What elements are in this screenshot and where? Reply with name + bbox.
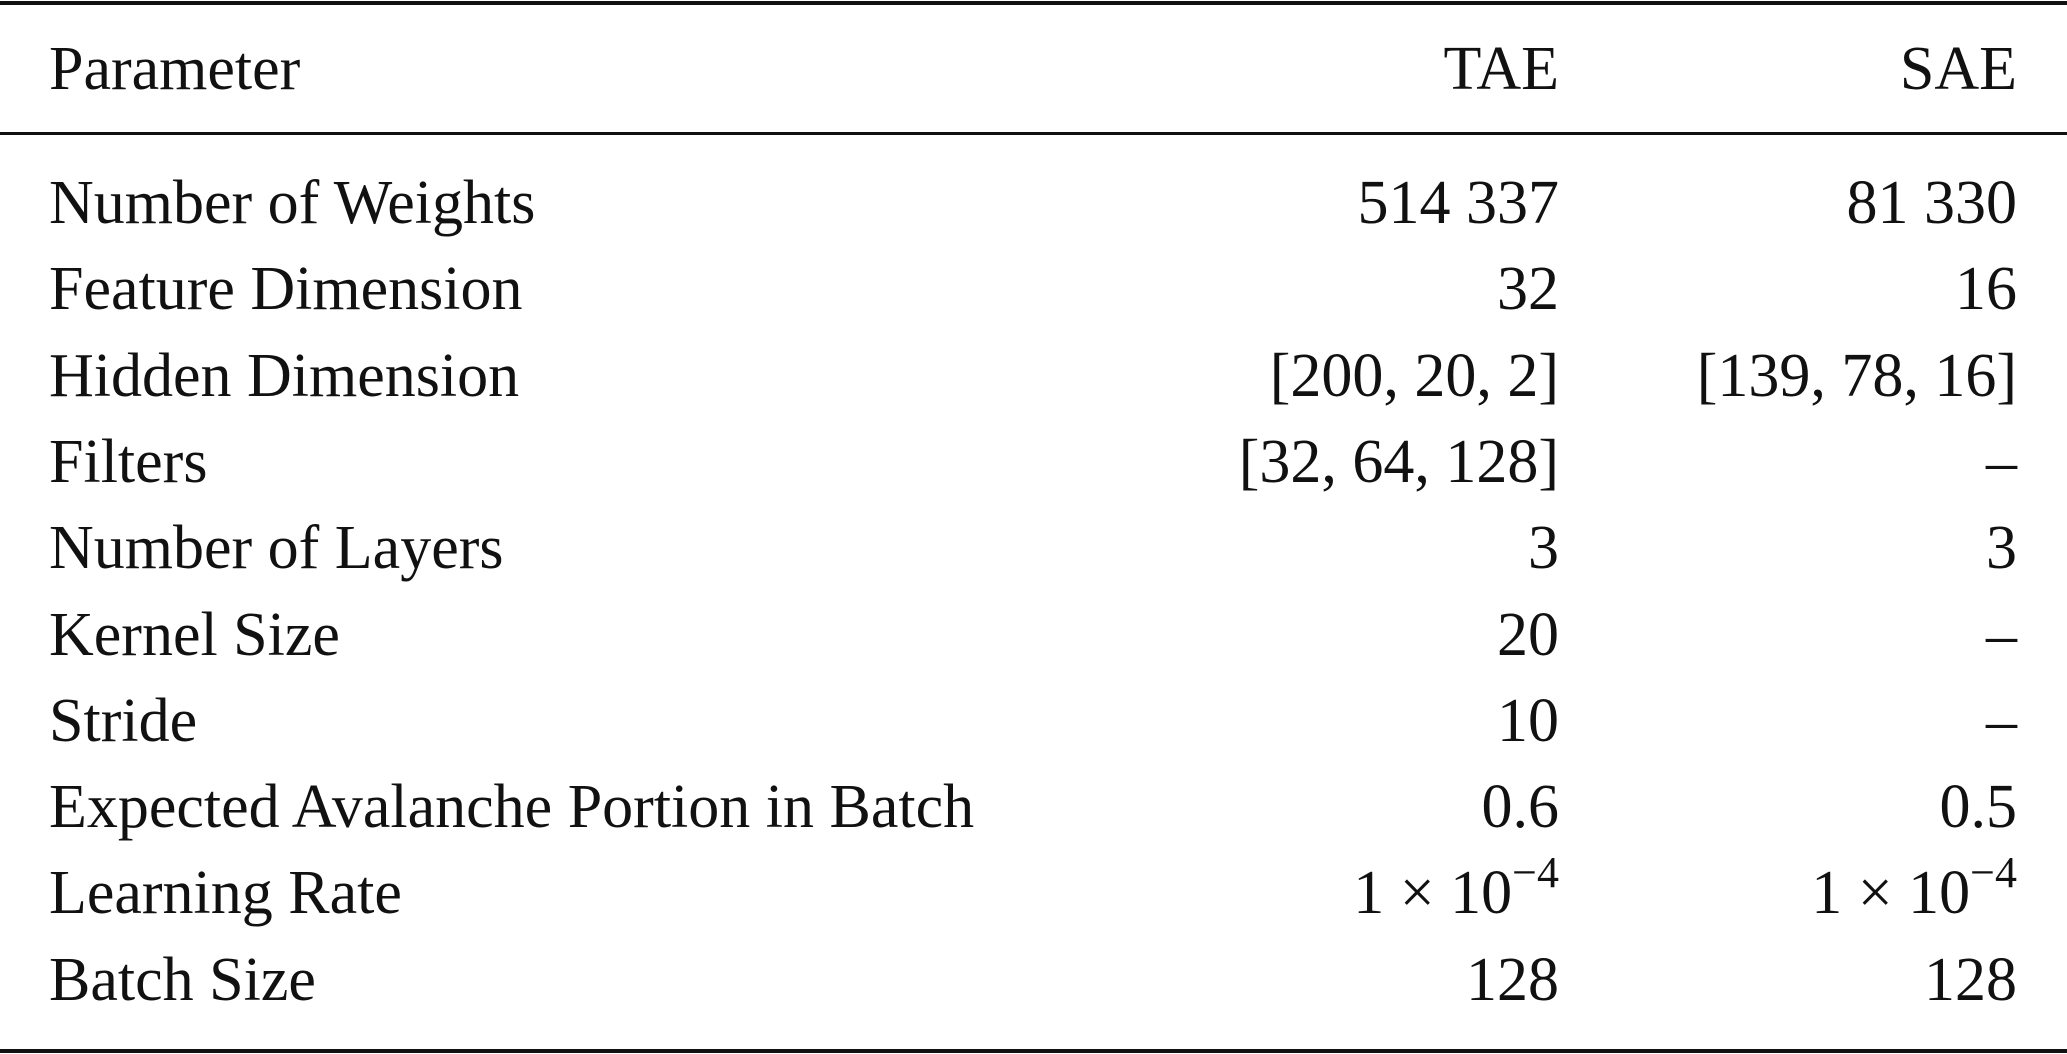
- value-cell: 1 × 10−4: [1811, 851, 2017, 928]
- value-cell: [139, 78, 16]: [1696, 341, 2017, 410]
- value-cell: 32: [1497, 255, 1559, 324]
- value-cell: [200, 20, 2]: [1269, 341, 1559, 410]
- row-label: Filters: [49, 427, 208, 496]
- value-cell: 3: [1986, 514, 2017, 583]
- value-cell: 20: [1497, 600, 1559, 669]
- top-rule: [0, 1, 2067, 5]
- row-label: Number of Layers: [49, 514, 504, 583]
- row-label: Feature Dimension: [49, 255, 523, 324]
- value-cell: –: [1986, 600, 2017, 669]
- value-cell: 0.6: [1481, 773, 1560, 842]
- row-label: Learning Rate: [49, 859, 402, 928]
- value-cell: –: [1986, 427, 2017, 496]
- value-cell: 128: [1466, 945, 1559, 1014]
- header-cell: Parameter: [49, 35, 301, 103]
- row-label: Batch Size: [49, 945, 316, 1014]
- header-cell: TAE: [1443, 35, 1559, 103]
- exponent: −4: [1970, 848, 2017, 898]
- value-cell: 1 × 10−4: [1353, 851, 1559, 928]
- value-cell: 0.5: [1939, 773, 2018, 842]
- bottom-rule: [0, 1049, 2067, 1053]
- header-rule: [0, 132, 2067, 135]
- row-label: Number of Weights: [49, 169, 536, 237]
- value-cell: [32, 64, 128]: [1238, 427, 1559, 496]
- value-cell: 128: [1924, 945, 2017, 1014]
- row-label: Hidden Dimension: [49, 341, 520, 410]
- row-label: Kernel Size: [49, 600, 340, 669]
- mantissa: 1 × 10: [1811, 859, 1971, 928]
- value-cell: –: [1986, 686, 2017, 755]
- exponent: −4: [1512, 848, 1559, 898]
- value-cell: 514 337: [1357, 169, 1560, 237]
- value-cell: 16: [1955, 255, 2017, 324]
- row-label: Expected Avalanche Portion in Batch: [49, 773, 975, 842]
- value-cell: 81 330: [1846, 169, 2018, 237]
- row-label: Stride: [49, 686, 198, 755]
- mantissa: 1 × 10: [1353, 859, 1513, 928]
- header-cell: SAE: [1899, 35, 2017, 103]
- value-cell: 3: [1528, 514, 1559, 583]
- value-cell: 10: [1497, 686, 1559, 755]
